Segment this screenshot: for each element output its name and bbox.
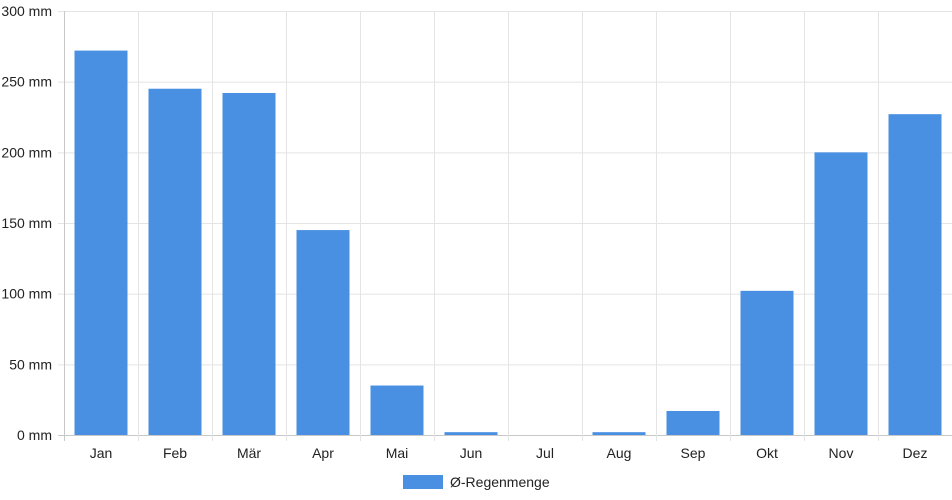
y-tick-label: 250 mm — [1, 74, 52, 90]
x-tick-label: Mai — [386, 445, 409, 461]
bar-jun[interactable] — [444, 432, 498, 435]
bars — [74, 50, 942, 436]
legend-label[interactable]: Ø-Regenmenge — [450, 474, 550, 490]
bar-apr[interactable] — [296, 230, 350, 435]
y-tick-label: 200 mm — [1, 144, 52, 160]
x-tick-label: Aug — [607, 445, 632, 461]
x-tick-label: Sep — [681, 445, 706, 461]
grid — [58, 11, 952, 441]
x-tick-label: Jan — [90, 445, 113, 461]
y-tick-label: 50 mm — [9, 356, 52, 372]
bar-mai[interactable] — [370, 385, 424, 435]
x-tick-label: Okt — [756, 445, 778, 461]
bar-okt[interactable] — [740, 290, 794, 435]
x-tick-label: Dez — [903, 445, 928, 461]
bar-mär[interactable] — [222, 92, 276, 436]
y-tick-label: 0 mm — [17, 427, 52, 443]
x-tick-label: Jun — [460, 445, 483, 461]
y-tick-label: 150 mm — [1, 215, 52, 231]
x-tick-label: Feb — [163, 445, 187, 461]
bar-aug[interactable] — [592, 432, 646, 435]
bar-sep[interactable] — [666, 410, 720, 435]
y-tick-label: 100 mm — [1, 286, 52, 302]
bar-dez[interactable] — [888, 114, 942, 435]
bar-feb[interactable] — [148, 88, 202, 435]
x-tick-label: Jul — [536, 445, 554, 461]
legend-swatch[interactable] — [403, 475, 443, 489]
legend[interactable]: Ø-Regenmenge — [403, 474, 550, 490]
bar-nov[interactable] — [814, 152, 868, 436]
x-tick-label: Nov — [829, 445, 854, 461]
x-tick-label: Apr — [312, 445, 334, 461]
x-tick-label: Mär — [237, 445, 261, 461]
axes: 0 mm 50 mm 100 mm 150 mm 200 mm 250 mm 300 mm J… — [1, 3, 927, 461]
bar-jan[interactable] — [74, 50, 128, 435]
y-tick-label: 300 mm — [1, 3, 52, 19]
